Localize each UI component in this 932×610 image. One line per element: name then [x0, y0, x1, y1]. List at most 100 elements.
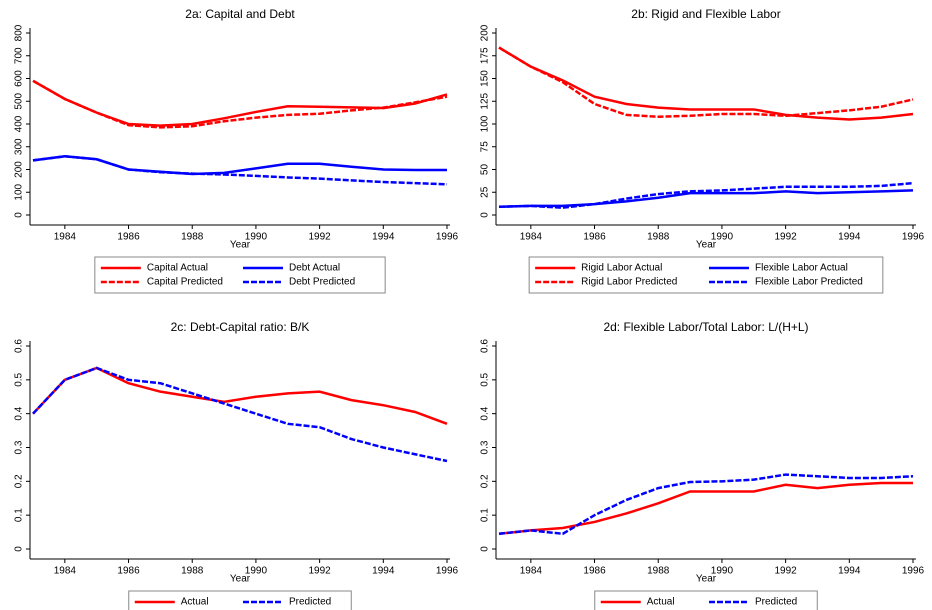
legend-item: Rigid Labor Actual [535, 263, 662, 274]
legend-item: Capital Predicted [100, 277, 223, 288]
legend-item: Actual [134, 597, 209, 608]
data-line [498, 481, 913, 536]
legend-item: Flexible Labor Actual [709, 263, 848, 274]
legend-label: Capital Actual [147, 263, 208, 274]
legend-label: Predicted [289, 597, 331, 608]
y-tick-label: 700 [14, 47, 25, 64]
legend-item: Flexible Labor Predicted [709, 277, 863, 288]
x-tick-label: 1986 [583, 232, 606, 243]
legend-label: Rigid Labor Actual [581, 263, 662, 274]
y-tick-label: 300 [14, 138, 25, 155]
y-tick-label: 0.5 [14, 372, 25, 386]
data-line [498, 473, 914, 536]
y-tick-label: 0.2 [480, 474, 491, 488]
y-tick-label: 0 [14, 212, 25, 218]
x-tick-label: 1984 [54, 232, 77, 243]
legend-item: Debt Predicted [243, 277, 355, 288]
chart-title: 2b: Rigid and Flexible Labor [631, 7, 780, 21]
legend: Rigid Labor Actual Flexible Labor Actual R… [528, 256, 884, 294]
y-tick-label: 600 [14, 70, 25, 87]
x-tick-label: 1988 [647, 232, 670, 243]
legend-item: Actual [600, 597, 675, 608]
chart-title: 2d: Flexible Labor/Total Labor: L/(H+L) [603, 320, 808, 334]
legend: Actual Predicted [594, 590, 818, 610]
legend-label: Predicted [755, 597, 797, 608]
legend-label: Capital Predicted [147, 277, 223, 288]
data-line [32, 155, 448, 186]
panel: 2d: Flexible Labor/Total Labor: L/(H+L) 0… [480, 320, 925, 610]
y-tick-label: 0.6 [14, 339, 25, 353]
legend-label: Flexible Labor Predicted [755, 277, 863, 288]
data-line [32, 79, 448, 129]
legend-box [128, 590, 352, 610]
x-tick-label: 1984 [520, 566, 543, 577]
legend-box [528, 256, 884, 294]
legend-label: Actual [181, 597, 209, 608]
data-line [498, 189, 914, 209]
data-line [498, 46, 914, 118]
x-tick-label: 1988 [181, 232, 204, 243]
x-tick-label: 1986 [117, 232, 140, 243]
y-tick-label: 100 [14, 183, 25, 200]
x-tick-label: 1996 [436, 232, 459, 243]
y-tick-label: 0.6 [480, 339, 491, 353]
legend-item: Rigid Labor Predicted [535, 277, 677, 288]
x-tick-label: 1984 [54, 566, 77, 577]
legend-label: Debt Predicted [289, 277, 355, 288]
y-tick-label: 0.1 [14, 508, 25, 522]
x-tick-label: 1988 [181, 566, 204, 577]
x-tick-label: 1996 [902, 232, 925, 243]
y-tick-label: 400 [14, 115, 25, 132]
x-axis-label: Year [230, 240, 251, 251]
legend-label: Rigid Labor Predicted [581, 277, 677, 288]
x-axis-label: Year [696, 574, 717, 585]
x-tick-label: 1988 [647, 566, 670, 577]
legend-box [594, 590, 818, 610]
x-tick-label: 1994 [838, 232, 861, 243]
x-tick-label: 1994 [372, 232, 395, 243]
x-tick-label: 1992 [308, 232, 331, 243]
x-tick-label: 1992 [774, 566, 797, 577]
x-tick-label: 1990 [245, 232, 268, 243]
data-line [498, 181, 914, 209]
data-line [32, 366, 448, 463]
y-tick-label: 150 [480, 70, 491, 87]
y-tick-label: 0.2 [14, 474, 25, 488]
y-tick-label: 100 [480, 115, 491, 132]
legend-item: Predicted [709, 597, 797, 608]
y-tick-label: 75 [480, 141, 491, 153]
x-tick-label: 1992 [774, 232, 797, 243]
data-line [32, 155, 447, 176]
x-tick-label: 1984 [520, 232, 543, 243]
y-tick-label: 800 [14, 24, 25, 41]
data-line [32, 366, 448, 425]
x-tick-label: 1994 [372, 566, 395, 577]
legend-item: Predicted [243, 597, 331, 608]
x-tick-label: 1996 [902, 566, 925, 577]
x-tick-label: 1986 [117, 566, 140, 577]
x-axis-label: Year [230, 574, 251, 585]
y-tick-label: 25 [480, 186, 491, 198]
legend-label: Actual [647, 597, 675, 608]
y-tick-label: 50 [480, 164, 491, 176]
y-tick-label: 0 [14, 546, 25, 552]
x-axis-label: Year [696, 240, 717, 251]
y-tick-label: 125 [480, 92, 491, 109]
y-tick-label: 0.1 [480, 508, 491, 522]
x-tick-label: 1994 [838, 566, 861, 577]
legend-box [94, 256, 386, 294]
y-tick-label: 0 [480, 212, 491, 218]
y-tick-label: 200 [14, 161, 25, 178]
legend: Actual Predicted [128, 590, 352, 610]
x-tick-label: 1990 [711, 232, 734, 243]
x-tick-label: 1986 [583, 566, 606, 577]
x-tick-label: 1996 [436, 566, 459, 577]
x-tick-label: 1990 [711, 566, 734, 577]
legend-item: Capital Actual [100, 263, 208, 274]
y-tick-label: 0.3 [14, 440, 25, 454]
panel: 2a: Capital and Debt 0 100 200 300 400 500 600 7… [14, 7, 459, 294]
data-line [498, 46, 914, 121]
legend-item: Debt Actual [243, 263, 340, 274]
y-tick-label: 175 [480, 47, 491, 64]
